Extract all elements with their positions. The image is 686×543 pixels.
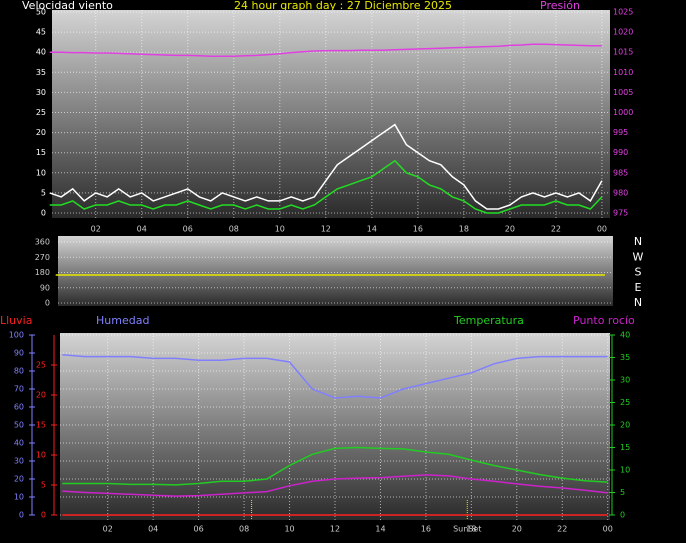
y-tick-label: 1020 [613, 28, 633, 37]
y-tick-label: 30 [36, 88, 46, 97]
series-line [49, 159, 603, 214]
y-tick-label: 20 [14, 475, 24, 484]
y-tick-label: E [635, 281, 642, 294]
x-tick-label: 12 [321, 225, 331, 234]
series-line [62, 474, 608, 497]
y-tick-label: 5 [41, 481, 46, 490]
y-tick-label: 60 [14, 403, 24, 412]
y-tick-label: 0 [41, 511, 46, 520]
x-tick-label: 04 [148, 525, 158, 534]
x-tick-label: 20 [505, 225, 515, 234]
y-tick-label: 20 [620, 421, 630, 430]
y-tick-label: 995 [613, 128, 628, 137]
y-tick-label: 25 [36, 361, 46, 370]
x-tick-label: 06 [183, 225, 193, 234]
annotation: SunSet [453, 525, 481, 534]
x-tick-label: 10 [284, 525, 294, 534]
y-tick-label: 70 [14, 385, 24, 394]
y-tick-label: 5 [620, 488, 625, 497]
y-tick-label: 10 [620, 466, 630, 475]
y-tick-label: 40 [36, 48, 46, 57]
legend-label: Temperatura [453, 314, 524, 327]
y-tick-label: 980 [613, 188, 628, 197]
y-tick-label: 5 [41, 188, 46, 197]
y-tick-label: N [634, 296, 642, 309]
y-tick-label: 270 [35, 253, 50, 262]
x-tick-label: 12 [330, 525, 340, 534]
y-tick-label: 10 [36, 168, 46, 177]
x-tick-label: 00 [603, 525, 613, 534]
y-tick-label: 45 [36, 28, 46, 37]
legend-label: Humedad [96, 314, 149, 327]
y-tick-label: 10 [14, 493, 24, 502]
y-tick-label: 100 [9, 331, 24, 340]
y-tick-label: 1025 [613, 8, 633, 17]
y-tick-label: 35 [36, 68, 46, 77]
x-tick-label: 10 [275, 225, 285, 234]
x-tick-label: 18 [466, 525, 476, 534]
y-tick-label: 15 [36, 148, 46, 157]
y-tick-label: 35 [620, 353, 630, 362]
plot-background [58, 236, 613, 306]
y-tick-label: 15 [620, 443, 630, 452]
x-tick-label: 02 [103, 525, 113, 534]
y-tick-label: 40 [14, 439, 24, 448]
y-tick-label: 80 [14, 367, 24, 376]
y-tick-label: N [634, 235, 642, 248]
y-tick-label: 975 [613, 209, 628, 218]
x-tick-label: 14 [367, 225, 377, 234]
y-tick-label: 50 [36, 8, 46, 17]
y-tick-label: 20 [36, 128, 46, 137]
y-tick-label: 25 [36, 108, 46, 117]
y-tick-label: 90 [40, 283, 50, 292]
legend-label: Lluvia [0, 314, 32, 327]
y-tick-label: 30 [14, 457, 24, 466]
x-tick-label: 18 [459, 225, 469, 234]
y-tick-label: 40 [620, 331, 630, 340]
x-tick-label: 22 [551, 225, 561, 234]
y-tick-label: 15 [36, 421, 46, 430]
x-tick-label: 04 [137, 225, 147, 234]
x-tick-label: 14 [375, 525, 385, 534]
series-line [49, 43, 602, 57]
series-line [49, 123, 603, 210]
x-tick-label: 02 [91, 225, 101, 234]
plot-background [52, 10, 610, 218]
x-tick-label: 22 [557, 525, 567, 534]
y-tick-label: W [633, 250, 644, 263]
y-tick-label: 990 [613, 148, 628, 157]
y-tick-label: 360 [35, 238, 50, 247]
y-tick-label: 0 [45, 299, 50, 308]
y-tick-label: 90 [14, 349, 24, 358]
y-tick-label: 30 [620, 376, 630, 385]
legend-label: Punto rocío [573, 314, 635, 327]
y-tick-label: 1010 [613, 68, 633, 77]
legend-label: Presión [540, 0, 580, 12]
y-tick-label: 10 [36, 451, 46, 460]
x-tick-label: 06 [194, 525, 204, 534]
chart-title: 24 hour graph day : 27 Diciembre 2025 [234, 0, 452, 12]
y-tick-label: 0 [41, 209, 46, 218]
y-tick-label: 1015 [613, 48, 633, 57]
y-tick-label: 0 [620, 511, 625, 520]
y-tick-label: 180 [35, 268, 50, 277]
y-tick-label: 1005 [613, 88, 633, 97]
y-tick-label: S [635, 266, 642, 279]
y-tick-label: 25 [620, 398, 630, 407]
y-tick-label: 985 [613, 168, 628, 177]
x-tick-label: 20 [512, 525, 522, 534]
y-tick-label: 0 [19, 511, 24, 520]
y-tick-label: 50 [14, 421, 24, 430]
x-tick-label: 08 [229, 225, 239, 234]
series-line [62, 446, 608, 486]
x-tick-label: 16 [413, 225, 423, 234]
x-tick-label: 08 [239, 525, 249, 534]
series-line [62, 354, 608, 399]
y-tick-label: 1000 [613, 108, 633, 117]
y-tick-label: 20 [36, 391, 46, 400]
x-tick-label: 00 [597, 225, 607, 234]
y-axis-label: Velocidad viento [22, 0, 113, 12]
x-tick-label: 16 [421, 525, 431, 534]
